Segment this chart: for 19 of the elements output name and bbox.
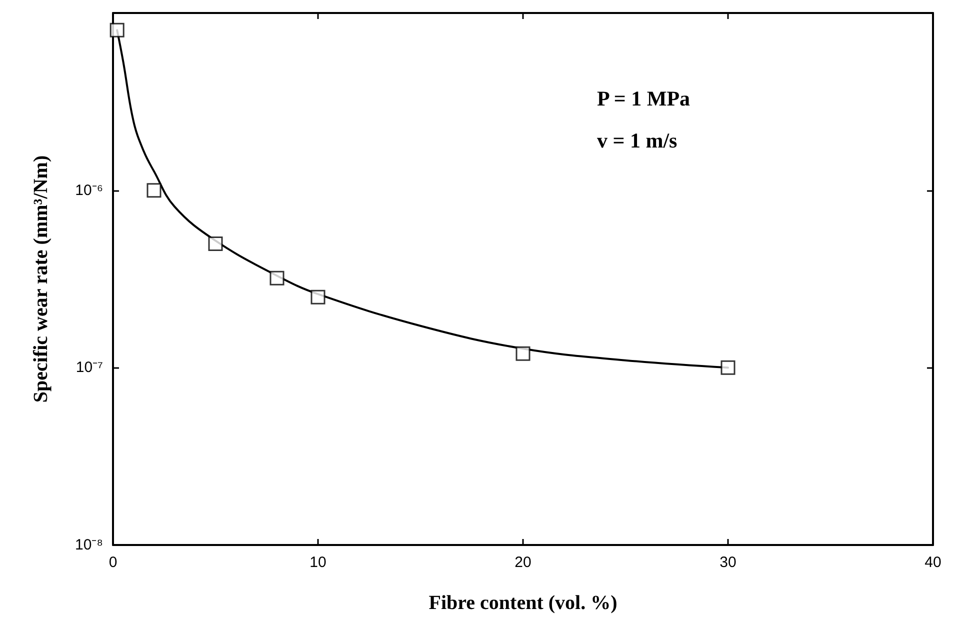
x-tick-label: 10 — [310, 554, 326, 571]
y-axis-title: Specific wear rate (mm³/Nm) — [30, 155, 52, 403]
y-tick-label: 10⁻⁶ — [75, 182, 103, 199]
x-tick-label: 30 — [720, 554, 736, 571]
point — [208, 236, 223, 251]
point — [310, 290, 326, 304]
y-tick-label: 10⁻⁷ — [76, 359, 103, 376]
annotation: P = 1 MPa — [597, 86, 691, 110]
x-axis-title: Fibre content (vol. %) — [428, 592, 618, 614]
point — [720, 360, 736, 375]
x-tick-label: 0 — [108, 554, 118, 571]
point — [110, 22, 124, 38]
point — [146, 183, 162, 198]
annotation: v = 1 m/s — [597, 128, 678, 152]
point — [516, 346, 530, 361]
x-tick-label: 40 — [924, 554, 942, 571]
point — [270, 270, 284, 286]
y-tick-label: 10⁻⁸ — [74, 536, 103, 554]
x-tick-label: 20 — [514, 554, 532, 571]
